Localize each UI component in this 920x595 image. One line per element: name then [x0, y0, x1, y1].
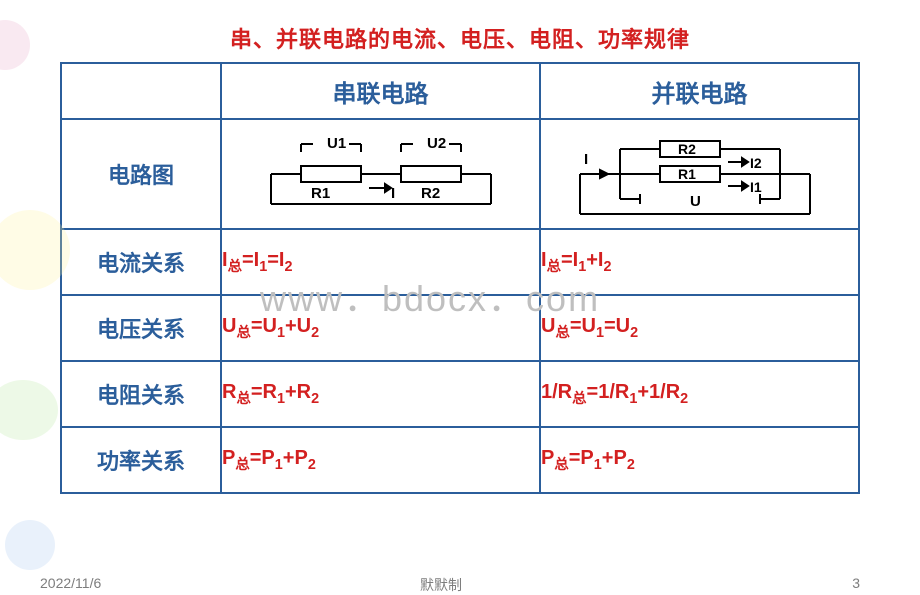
footer-date: 2022/11/6	[40, 575, 101, 591]
label-pr2: R2	[678, 141, 696, 157]
header-series: 串联电路	[221, 63, 540, 119]
parallel-diagram: I R2 R1 I2 I1 U	[540, 119, 859, 229]
series-diagram: U1 U2 R1 R2 I	[221, 119, 540, 229]
label-pu: U	[690, 193, 701, 210]
rules-table: 串联电路 并联电路 电路图	[60, 62, 860, 494]
label-pi: I	[584, 151, 588, 168]
parallel-power: P总=P1+P2	[540, 427, 859, 493]
label-r2: R2	[421, 185, 440, 202]
series-resistance: R总=R1+R2	[221, 361, 540, 427]
decorative-bubble	[0, 380, 58, 440]
header-empty	[61, 63, 221, 119]
series-current: I总=I1=I2	[221, 229, 540, 295]
row-label-current: 电流关系	[61, 229, 221, 295]
decorative-bubble	[5, 520, 55, 570]
label-u1: U1	[327, 135, 346, 152]
parallel-circuit-svg: I R2 R1 I2 I1 U	[560, 124, 840, 224]
label-pi2: I2	[750, 155, 762, 171]
page-title: 串、并联电路的电流、电压、电阻、功率规律	[0, 0, 920, 62]
row-label-resistance: 电阻关系	[61, 361, 221, 427]
footer-page: 3	[852, 575, 860, 591]
parallel-current: I总=I1+I2	[540, 229, 859, 295]
row-label-voltage: 电压关系	[61, 295, 221, 361]
label-pi1: I1	[750, 179, 762, 195]
parallel-resistance: 1/R总=1/R1+1/R2	[540, 361, 859, 427]
label-u2: U2	[427, 135, 446, 152]
label-i: I	[391, 185, 395, 202]
parallel-voltage: U总=U1=U2	[540, 295, 859, 361]
row-label-power: 功率关系	[61, 427, 221, 493]
series-voltage: U总=U1+U2	[221, 295, 540, 361]
footer-center: 默默制	[420, 575, 462, 595]
header-parallel: 并联电路	[540, 63, 859, 119]
series-circuit-svg: U1 U2 R1 R2 I	[241, 124, 521, 224]
series-power: P总=P1+P2	[221, 427, 540, 493]
label-r1: R1	[311, 185, 330, 202]
label-pr1: R1	[678, 166, 696, 182]
row-label-diagram: 电路图	[61, 119, 221, 229]
